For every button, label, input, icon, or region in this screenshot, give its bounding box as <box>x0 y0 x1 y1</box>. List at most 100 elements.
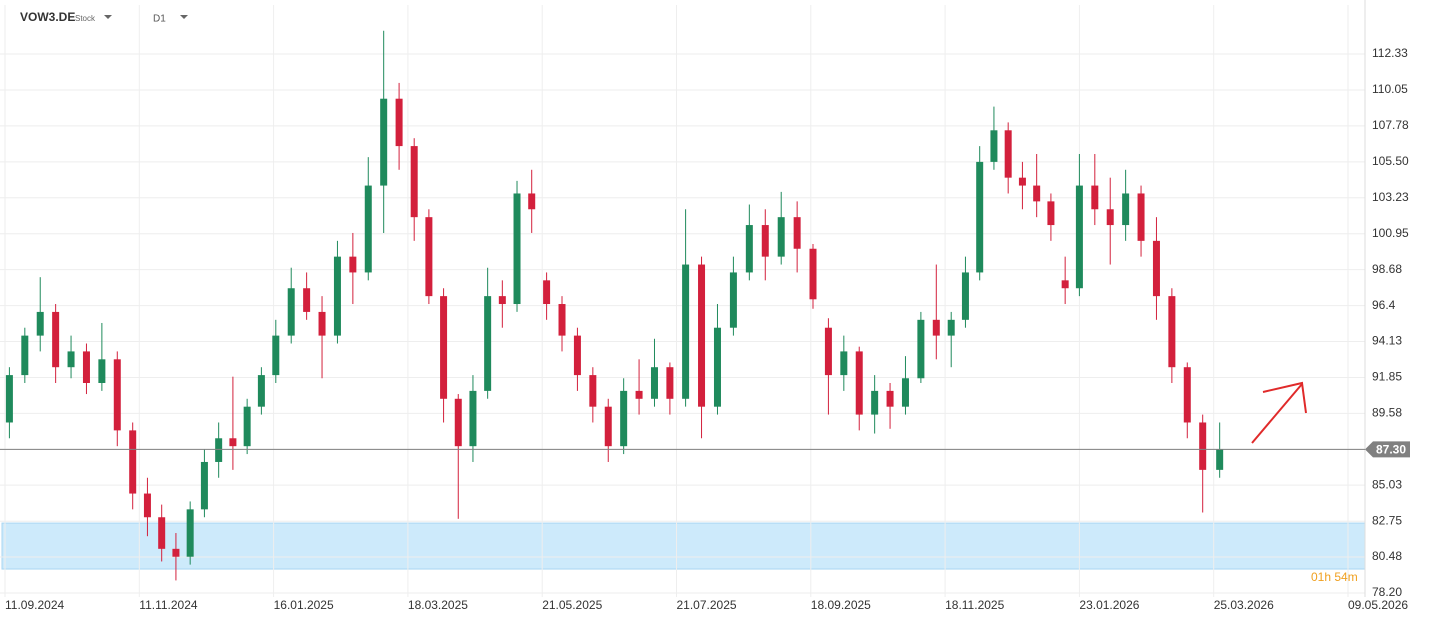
x-tick-label: 18.09.2025 <box>811 598 871 612</box>
x-tick-label: 25.03.2026 <box>1214 598 1274 612</box>
x-tick-label: 23.01.2026 <box>1079 598 1139 612</box>
candle-body <box>215 438 223 462</box>
candle-body <box>1047 201 1055 226</box>
x-tick-label: 11.09.2024 <box>5 598 64 612</box>
candle-body <box>454 398 462 447</box>
candle-body <box>67 351 75 368</box>
candle-body <box>425 217 433 297</box>
candle-body <box>1033 185 1041 202</box>
candle-body <box>824 327 832 376</box>
x-tick-label: 18.03.2025 <box>408 598 468 612</box>
candle-body <box>976 161 984 273</box>
candle-body <box>1137 193 1145 241</box>
x-tick-label: 18.11.2025 <box>945 598 1004 612</box>
plot-area <box>0 0 1366 597</box>
y-tick-label: 78.20 <box>1372 585 1402 599</box>
y-tick-label: 80.48 <box>1372 549 1402 563</box>
candle-body <box>1122 193 1130 226</box>
candle-body <box>990 130 998 162</box>
candle-body <box>1075 185 1083 289</box>
candle-body <box>257 375 265 407</box>
countdown: 01h 54m <box>1311 570 1358 584</box>
candle-body <box>113 359 121 431</box>
candle-body <box>528 193 536 210</box>
candle-body <box>1004 130 1012 178</box>
candle-body <box>666 367 674 399</box>
candle-body <box>272 335 280 376</box>
candle-body <box>143 493 151 518</box>
candle-body <box>917 319 925 379</box>
y-tick-label: 94.13 <box>1372 334 1402 348</box>
candle-body <box>947 319 955 336</box>
candle-body <box>186 509 194 557</box>
candle-body <box>200 461 208 510</box>
candle-body <box>635 390 643 399</box>
candle-body <box>650 367 658 399</box>
candle-body <box>380 98 388 186</box>
y-tick-label: 85.03 <box>1372 477 1402 491</box>
candle-body <box>604 406 612 447</box>
arrow-head <box>1262 381 1307 414</box>
candle-body <box>440 296 448 399</box>
candle-body <box>318 311 326 336</box>
candle-body <box>498 296 506 305</box>
symbol[interactable]: VOW3.DE <box>20 10 75 24</box>
support-zone <box>1 522 1366 570</box>
candle-body <box>243 406 251 447</box>
y-tick-label: 112.33 <box>1372 46 1408 60</box>
candle-body <box>158 517 166 549</box>
candle-body <box>777 217 785 257</box>
candle-body <box>589 375 597 407</box>
candle-body <box>484 296 492 391</box>
candle-body <box>1018 177 1026 186</box>
candle-body <box>729 272 737 328</box>
candle-body <box>620 390 628 447</box>
candle-body <box>682 264 690 399</box>
x-tick-label: 11.11.2024 <box>139 598 198 612</box>
candle-body <box>469 390 477 447</box>
candle-body <box>793 217 801 249</box>
candle-body <box>5 375 13 423</box>
x-tick-label: 09.05.2026 <box>1348 598 1408 612</box>
timeframe-dropdown[interactable] <box>180 15 188 19</box>
candle-body <box>513 193 521 305</box>
candle-body <box>558 304 566 336</box>
trend-arrow <box>1251 381 1307 444</box>
candle-body <box>1106 209 1114 226</box>
x-tick-label: 21.05.2025 <box>542 598 602 612</box>
candle-body <box>287 288 295 336</box>
candle-body <box>395 98 403 147</box>
candle-body <box>1183 367 1191 423</box>
candle-body <box>1168 296 1176 368</box>
candle-body <box>1152 240 1160 297</box>
candle-body <box>1216 449 1224 470</box>
y-tick-label: 107.78 <box>1372 118 1409 132</box>
y-tick-label: 82.75 <box>1372 513 1402 527</box>
x-tick-label: 16.01.2025 <box>274 598 334 612</box>
candle-body <box>961 272 969 320</box>
x-tick-label: 21.07.2025 <box>677 598 737 612</box>
candle-body <box>855 351 863 415</box>
y-tick-label: 103.23 <box>1372 190 1409 204</box>
candle-body <box>172 548 180 557</box>
candle-body <box>1091 185 1099 210</box>
candle-body <box>809 248 817 300</box>
candle-body <box>36 311 44 336</box>
candle-body <box>129 430 137 494</box>
candle-body <box>303 288 311 312</box>
symbol-dropdown[interactable] <box>104 15 112 19</box>
candle-body <box>21 335 29 376</box>
candle-body <box>761 225 769 257</box>
candle-body <box>98 359 106 383</box>
candle-body <box>229 438 237 447</box>
y-tick-label: 89.58 <box>1372 405 1402 419</box>
arrow-shaft <box>1251 383 1303 444</box>
current-price-label: 87.30 <box>1376 443 1406 457</box>
candle-body <box>932 319 940 336</box>
candle-body <box>410 146 418 218</box>
candle-body <box>840 351 848 376</box>
current-price-tag <box>1365 441 1410 458</box>
y-tick-label: 98.68 <box>1372 262 1402 276</box>
timeframe[interactable]: D1 <box>153 14 166 25</box>
